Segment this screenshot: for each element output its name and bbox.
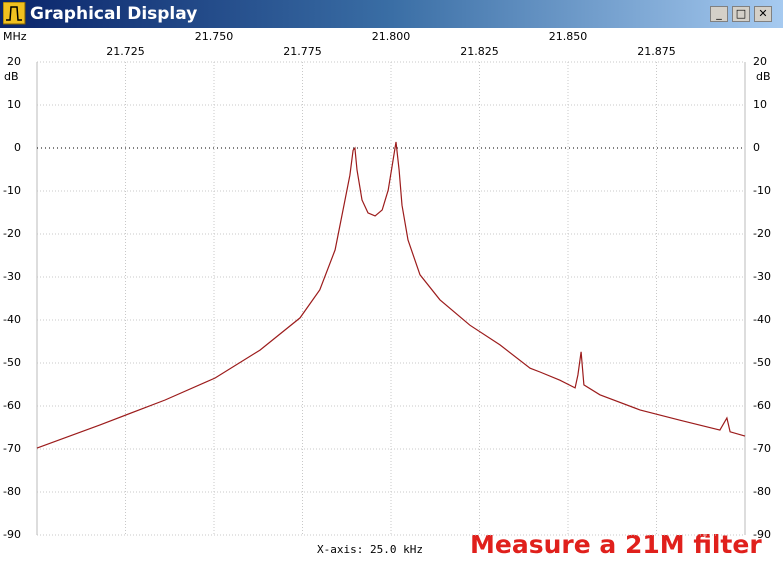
y-tick-label: -10 [3, 184, 21, 197]
x-tick-label: 21.800 [372, 30, 411, 43]
window-title: Graphical Display [30, 4, 198, 24]
minimize-button[interactable]: _ [710, 6, 728, 22]
y-tick-label-right: -80 [753, 485, 771, 498]
annotation: Measure a 21M filter [470, 530, 762, 559]
y-tick-label: 0 [14, 141, 21, 154]
y-tick-label-right: -20 [753, 227, 771, 240]
y-tick-label-right: -90 [753, 528, 771, 541]
y-tick-label-right: -70 [753, 442, 771, 455]
x-tick-label: 21.850 [549, 30, 588, 43]
y-tick-label-right: -40 [753, 313, 771, 326]
x-tick-label: 21.725 [106, 45, 145, 58]
x-unit-label: MHz [3, 30, 27, 43]
y-tick-label: -20 [3, 227, 21, 240]
y-tick-label-right: -10 [753, 184, 771, 197]
y-tick-label-right: -60 [753, 399, 771, 412]
x-step-label: X-axis: 25.0 kHz [317, 543, 423, 556]
y-unit-label-right: dB [756, 70, 771, 83]
y-tick-label: -60 [3, 399, 21, 412]
maximize-button[interactable]: □ [732, 6, 750, 22]
y-tick-label: -50 [3, 356, 21, 369]
y-tick-label-right: 20 [753, 55, 767, 68]
y-tick-label: -90 [3, 528, 21, 541]
y-tick-label-right: -50 [753, 356, 771, 369]
x-tick-label: 21.875 [637, 45, 676, 58]
chart: MHz dB dB X-axis: 25.0 kHz Measure a 21M… [3, 30, 771, 559]
y-tick-label: 20 [7, 55, 21, 68]
y-tick-label: -30 [3, 270, 21, 283]
y-tick-label-right: -30 [753, 270, 771, 283]
y-tick-label: -40 [3, 313, 21, 326]
close-button[interactable]: ✕ [754, 6, 772, 22]
y-tick-label-right: 0 [753, 141, 760, 154]
y-tick-label: -70 [3, 442, 21, 455]
y-tick-label: 10 [7, 98, 21, 111]
x-tick-label: 21.825 [460, 45, 499, 58]
y-tick-label: -80 [3, 485, 21, 498]
x-tick-label: 21.750 [195, 30, 234, 43]
y-unit-label: dB [4, 70, 19, 83]
title-bar: Graphical Display _ □ ✕ [0, 0, 783, 28]
trace [36, 141, 746, 449]
x-tick-label: 21.775 [283, 45, 322, 58]
app-icon [3, 2, 26, 25]
y-tick-label-right: 10 [753, 98, 767, 111]
